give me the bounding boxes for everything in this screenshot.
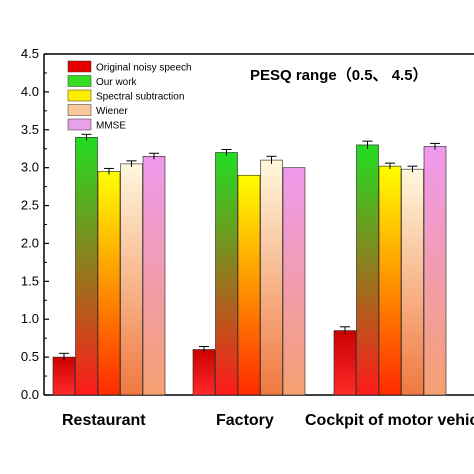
bar-1-0 [192,349,216,396]
bar-1-1 [215,152,238,396]
bar-2-2 [378,165,402,396]
category-label-0: Restaurant [62,412,146,429]
bar-0-4 [142,156,166,396]
category-label-2: Cockpit of motor vehicle [305,412,474,429]
pesq-range-annotation: PESQ range（0.5、 4.5） [250,66,428,84]
y-tick-label: 1.5 [21,273,39,288]
bar-2-4 [423,146,447,396]
bar-0-2 [97,171,121,396]
bar-0-1 [75,137,98,396]
bar-1-4 [282,167,306,396]
legend-label-2: Spectral subtraction [96,92,184,103]
legend-swatch-1 [67,75,92,87]
bar-2-1 [356,144,379,396]
legend-label-0: Original noisy speech [96,63,192,74]
legend-label-4: MMSE [96,121,126,132]
legend-label-1: Our work [96,77,138,88]
legend-label-3: Wiener [96,106,128,117]
x-axis: Restaurant Factory Cockpit of motor vehicl… [62,412,474,429]
legend: Original noisy speech Our work Spectral su… [67,60,192,132]
bar-1-2 [237,174,261,396]
y-tick-label: 4.0 [21,84,39,99]
y-tick-label: 3.0 [21,160,39,175]
bar-2-3 [401,168,424,396]
legend-swatch-3 [67,104,92,116]
category-label-1: Factory [216,412,274,429]
y-axis: 0.0 0.5 1.0 1.5 2.0 2.5 3.0 3.5 4.0 4.5 [21,46,49,402]
bar-2-0 [333,330,357,396]
y-tick-label: 3.5 [21,122,39,137]
bar-1-3 [260,159,283,396]
legend-swatch-2 [67,89,92,102]
y-tick-label: 2.0 [21,235,39,250]
y-tick-label: 0.0 [21,387,39,402]
bar-0-0 [52,356,76,396]
legend-swatch-0 [67,60,92,73]
y-tick-label: 1.0 [21,311,39,326]
y-tick-label: 4.5 [21,46,39,61]
y-tick-label: 0.5 [21,349,39,364]
bar-0-3 [120,163,143,396]
y-tick-label: 2.5 [21,198,39,213]
legend-swatch-4 [67,118,92,131]
bars [52,133,447,396]
